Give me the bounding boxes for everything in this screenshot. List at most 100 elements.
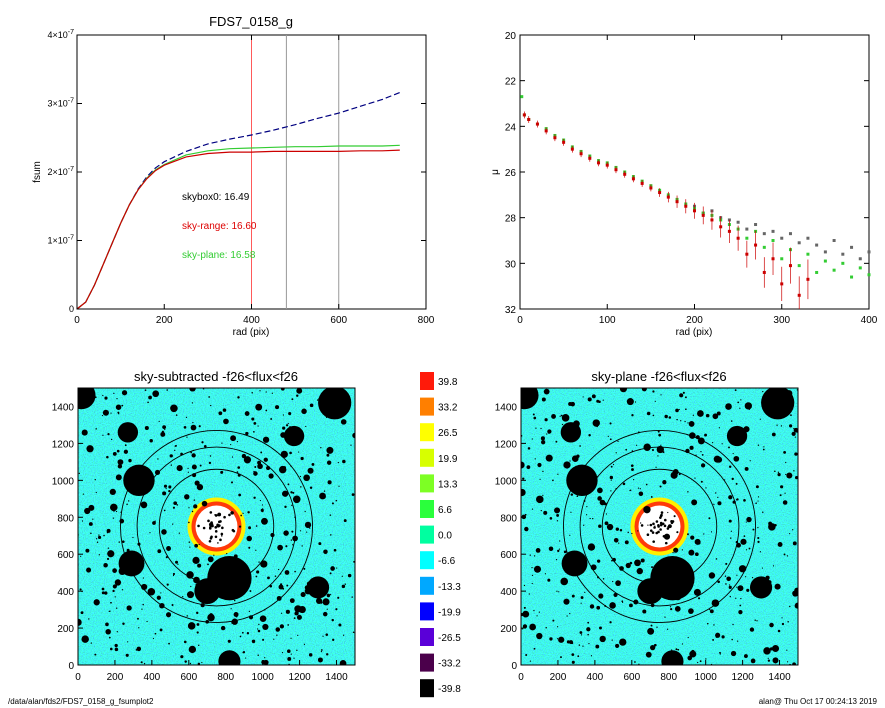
map-ytick-label: 400 — [57, 587, 74, 598]
star-mask — [609, 422, 612, 425]
star-mask — [777, 471, 780, 473]
star-mask — [263, 457, 268, 462]
star-mask — [117, 464, 123, 469]
star-mask — [102, 434, 104, 436]
star-mask — [343, 519, 347, 523]
star-mask — [725, 403, 732, 410]
star-mask — [560, 414, 563, 417]
colorbar-swatch — [420, 679, 434, 698]
star-mask — [280, 583, 283, 586]
star-mask — [198, 543, 200, 546]
star-mask — [651, 566, 653, 569]
star-mask — [524, 513, 527, 516]
colorbar-label: 0.0 — [438, 531, 452, 542]
star-mask — [239, 635, 242, 638]
star-mask — [781, 617, 783, 619]
star-mask — [114, 647, 119, 652]
colorbar-swatch — [420, 372, 434, 390]
star-mask — [549, 517, 553, 520]
mu-point-series-2 — [736, 236, 740, 240]
star-mask — [533, 647, 536, 650]
star-mask — [578, 644, 581, 646]
star-mask — [188, 521, 190, 524]
mu-ytick-label: 26 — [505, 168, 517, 179]
star-mask — [705, 413, 710, 418]
large-mask — [637, 578, 664, 605]
star-mask — [186, 615, 188, 617]
star-mask — [736, 640, 739, 642]
star-mask — [149, 532, 151, 534]
star-mask — [717, 501, 722, 506]
star-mask — [309, 527, 311, 529]
mu-point-series-2 — [710, 218, 714, 222]
mu-xtick-label: 400 — [861, 315, 878, 326]
star-mask — [694, 538, 701, 545]
star-mask — [542, 494, 544, 496]
star-mask — [569, 534, 571, 536]
star-mask — [687, 533, 689, 536]
star-mask — [220, 625, 226, 631]
star-mask — [112, 584, 117, 589]
star-mask — [286, 584, 289, 587]
star-mask — [243, 456, 252, 464]
star-mask — [320, 650, 323, 653]
colorbar-label: 39.8 — [438, 377, 458, 388]
mu-point-series-0 — [841, 252, 845, 256]
star-mask — [292, 491, 295, 494]
star-mask — [705, 487, 707, 489]
star-mask — [175, 560, 179, 564]
star-mask — [144, 389, 147, 392]
star-mask — [255, 525, 258, 527]
star-mask — [198, 644, 200, 647]
star-mask — [262, 436, 270, 443]
star-mask — [717, 580, 720, 584]
star-mask — [183, 426, 187, 429]
star-mask — [715, 492, 717, 494]
star-mask — [261, 517, 268, 525]
star-mask — [170, 404, 178, 413]
star-mask — [793, 427, 798, 433]
star-mask — [731, 638, 733, 641]
star-mask — [236, 471, 239, 473]
star-mask — [533, 609, 535, 612]
star-mask — [81, 520, 84, 522]
map-xtick-label: 200 — [107, 672, 124, 683]
star-mask — [237, 466, 241, 469]
star-mask — [719, 651, 721, 654]
star-mask — [326, 453, 330, 457]
mu-point-series-2 — [597, 161, 601, 165]
star-mask — [271, 392, 273, 394]
star-mask — [602, 578, 605, 580]
star-mask — [730, 537, 732, 539]
core-mask — [218, 524, 221, 527]
star-mask — [278, 568, 280, 571]
star-mask — [106, 528, 111, 533]
star-mask — [115, 474, 122, 481]
star-mask — [294, 611, 299, 616]
star-mask — [792, 662, 796, 665]
star-mask — [625, 448, 628, 451]
star-mask — [673, 515, 676, 518]
star-mask — [191, 453, 196, 458]
star-mask — [559, 415, 561, 417]
star-mask — [258, 561, 260, 563]
star-mask — [251, 417, 255, 421]
mu-point-series-2 — [527, 117, 531, 121]
core-mask — [219, 538, 222, 542]
core-mask — [640, 524, 644, 527]
star-mask — [793, 427, 795, 430]
star-mask — [261, 510, 264, 513]
star-mask — [101, 591, 105, 595]
mu-point-series-1 — [832, 268, 836, 272]
star-mask — [590, 655, 593, 657]
large-mask — [118, 550, 145, 577]
star-mask — [173, 501, 178, 506]
star-mask — [342, 459, 346, 464]
fsum-series-2 — [76, 149, 400, 310]
star-mask — [547, 429, 552, 434]
star-mask — [105, 622, 109, 627]
star-mask — [559, 540, 561, 542]
mu-point-series-1 — [771, 239, 775, 242]
star-mask — [598, 524, 602, 528]
colorbar-swatch — [420, 448, 434, 467]
